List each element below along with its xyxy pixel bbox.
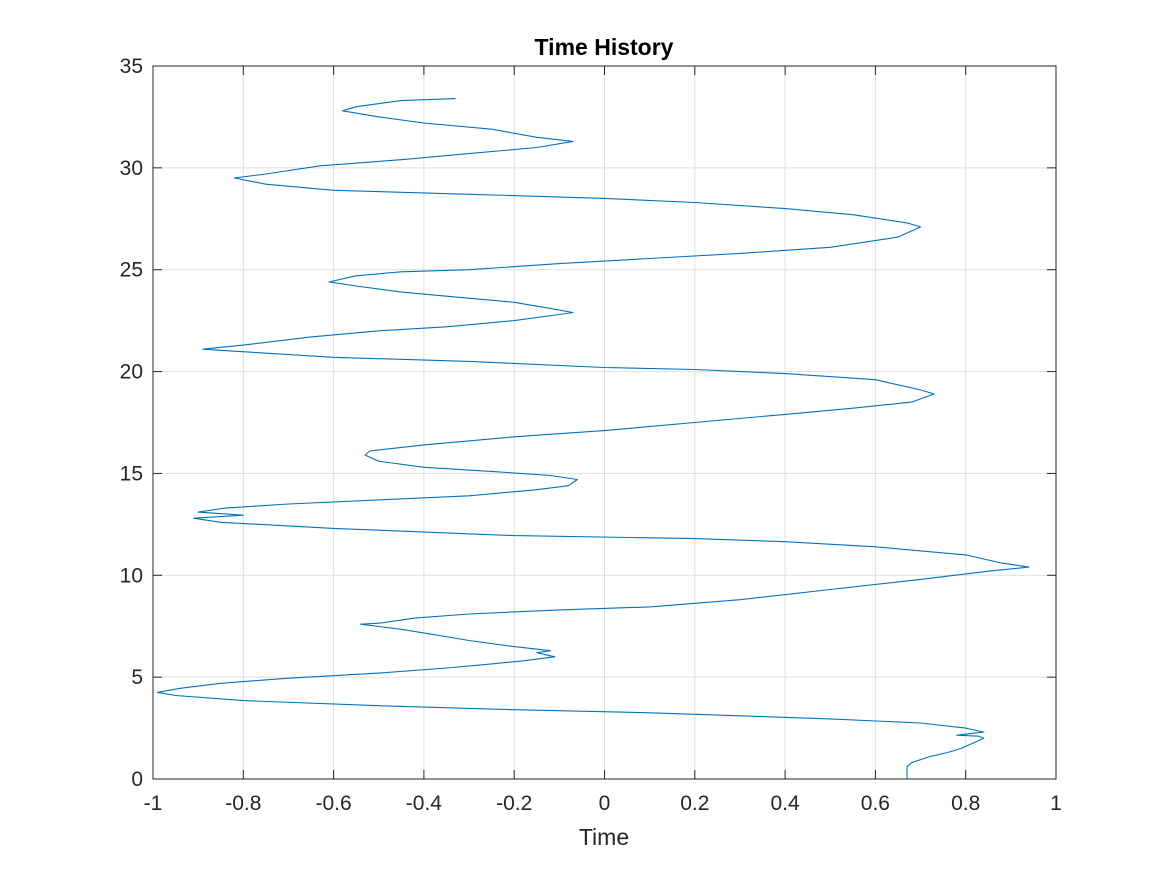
x-tick-label-2: -0.6 [316,792,352,815]
x-tick-label-0: -1 [144,792,163,815]
x-tick-label-3: -0.4 [406,792,443,815]
series-line [156,98,1030,779]
axes-frame [152,65,1057,780]
x-tick-label-5: 0 [599,792,611,815]
chart-title: Time History [535,34,674,60]
x-tick-label-4: -0.2 [496,792,532,815]
x-axis-label: Time [579,824,629,850]
y-tick-label-2: 10 [120,564,143,587]
x-tick-label-1: -0.8 [225,792,261,815]
y-tick-label-1: 5 [131,666,143,689]
y-tick-label-4: 20 [120,361,143,384]
y-tick-label-6: 30 [120,157,143,180]
x-tick-label-9: 0.8 [951,792,980,815]
plot-area [156,98,1030,779]
tick-labels: -1 -0.8 -0.6 -0.4 -0.2 0 0.2 0.4 0.6 0.8 105101520… [120,55,1062,815]
y-tick-label-5: 25 [120,259,143,282]
x-tick-label-7: 0.4 [770,792,800,815]
y-tick-label-0: 0 [131,768,143,791]
x-tick-label-10: 1 [1050,792,1062,815]
x-tick-label-6: 0.2 [680,792,709,815]
grid-layer [152,65,1057,780]
y-tick-label-3: 15 [120,462,143,485]
y-tick-label-7: 35 [120,55,143,78]
x-tick-label-8: 0.6 [861,792,890,815]
